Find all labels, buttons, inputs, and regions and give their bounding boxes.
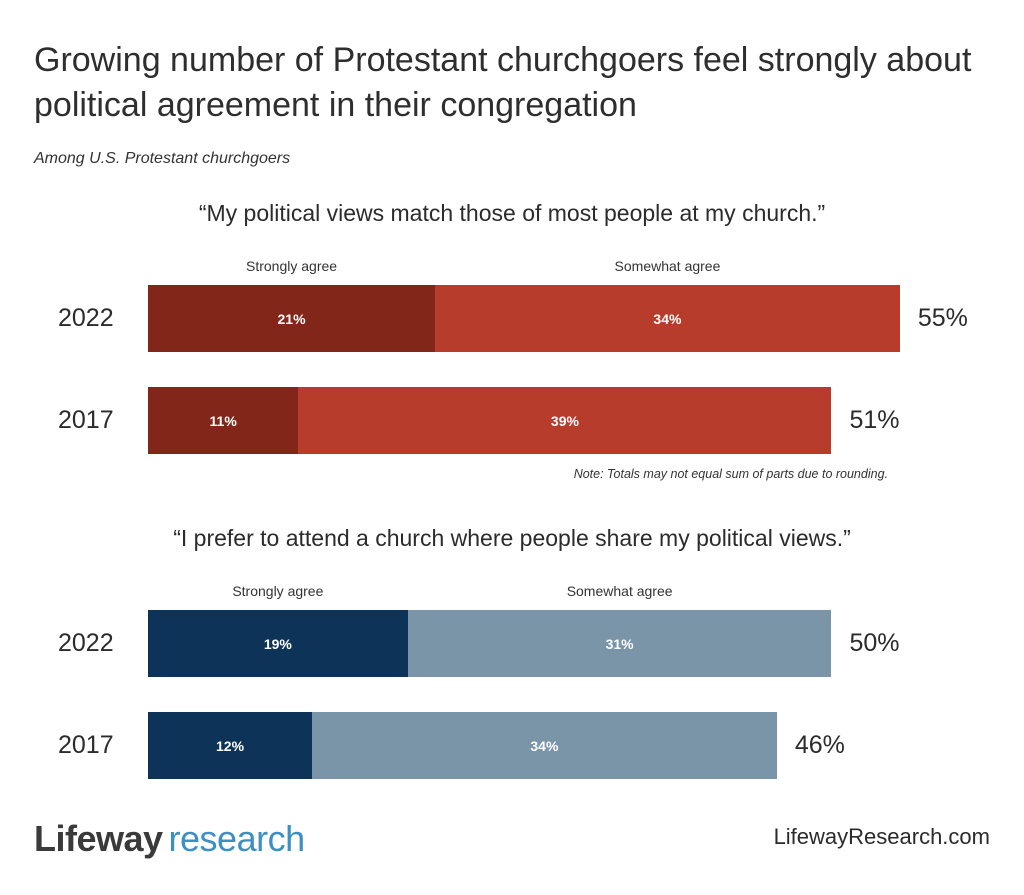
logo-part-research: research [168, 818, 306, 859]
lifeway-research-logo: Lifeway research [34, 818, 305, 860]
legend-label-strongly-agree: Strongly agree [246, 258, 338, 274]
year-label: 2017 [58, 406, 114, 434]
legend-label-somewhat-agree: Somewhat agree [614, 258, 721, 274]
bar-segment-strongly-agree: 11% [148, 387, 299, 454]
bar-segment-somewhat-agree: 34% [435, 285, 900, 352]
legend-label-strongly-agree: Strongly agree [232, 583, 324, 599]
chart-title: Growing number of Protestant churchgoers… [34, 41, 972, 124]
total-label: 55% [917, 304, 968, 332]
legend-label-somewhat-agree: Somewhat agree [566, 583, 673, 599]
bar-segment-strongly-agree: 12% [148, 712, 313, 779]
bar-segment-strongly-agree: 19% [148, 610, 408, 677]
chart-subtitle: Among U.S. Protestant churchgoers [34, 150, 291, 167]
logo-part-lifeway: Lifeway [34, 818, 163, 859]
year-label: 2017 [58, 731, 114, 759]
year-label: 2022 [58, 629, 114, 657]
bar-segment-somewhat-agree: 31% [407, 610, 832, 677]
total-label: 50% [849, 629, 900, 657]
bar-segment-strongly-agree: 21% [148, 285, 436, 352]
total-label: 46% [794, 731, 845, 759]
year-label: 2022 [58, 304, 114, 332]
total-label: 51% [849, 406, 900, 434]
website-url: LifewayResearch.com [773, 824, 990, 849]
bar-segment-somewhat-agree: 34% [312, 712, 777, 779]
bar-segment-somewhat-agree: 39% [298, 387, 832, 454]
rounding-note: Note: Totals may not equal sum of parts … [573, 467, 888, 481]
question-title: “I prefer to attend a church where peopl… [173, 525, 851, 551]
question-title: “My political views match those of most … [198, 200, 826, 226]
